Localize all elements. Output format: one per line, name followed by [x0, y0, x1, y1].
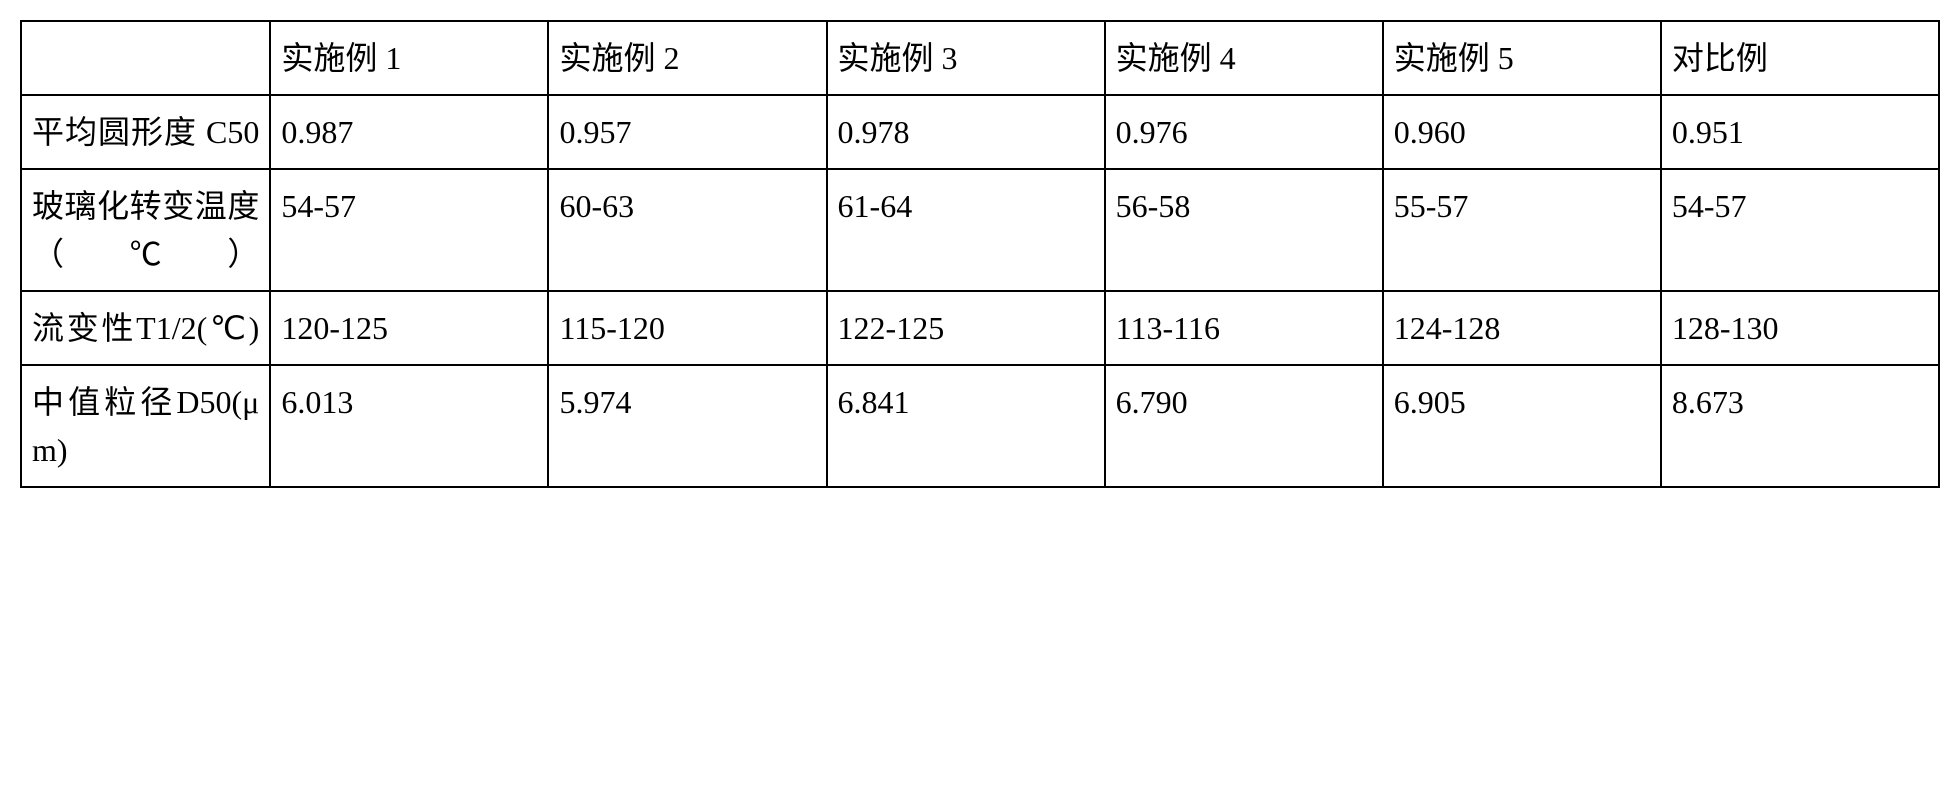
data-cell: 6.790	[1105, 365, 1383, 487]
data-cell: 113-116	[1105, 291, 1383, 365]
data-cell: 6.905	[1383, 365, 1661, 487]
data-cell: 0.957	[548, 95, 826, 169]
data-cell: 6.841	[827, 365, 1105, 487]
data-cell: 0.951	[1661, 95, 1939, 169]
table-row: 平均圆形度 C50 0.987 0.957 0.978 0.976 0.960 …	[21, 95, 1939, 169]
data-cell: 8.673	[1661, 365, 1939, 487]
header-cell-6: 对比例	[1661, 21, 1939, 95]
data-cell: 122-125	[827, 291, 1105, 365]
data-cell: 6.013	[270, 365, 548, 487]
data-cell: 0.960	[1383, 95, 1661, 169]
data-cell: 5.974	[548, 365, 826, 487]
data-cell: 61-64	[827, 169, 1105, 291]
data-cell: 0.978	[827, 95, 1105, 169]
data-cell: 55-57	[1383, 169, 1661, 291]
data-cell: 115-120	[548, 291, 826, 365]
table-row: 中值粒径D50(μm) 6.013 5.974 6.841 6.790 6.90…	[21, 365, 1939, 487]
data-cell: 60-63	[548, 169, 826, 291]
header-cell-4: 实施例 4	[1105, 21, 1383, 95]
header-cell-empty	[21, 21, 270, 95]
header-cell-1: 实施例 1	[270, 21, 548, 95]
data-cell: 124-128	[1383, 291, 1661, 365]
header-cell-5: 实施例 5	[1383, 21, 1661, 95]
row-header-2: 流变性T1/2(℃)	[21, 291, 270, 365]
data-cell: 54-57	[270, 169, 548, 291]
data-table: 实施例 1 实施例 2 实施例 3 实施例 4 实施例 5 对比例 平均圆形度 …	[20, 20, 1940, 488]
data-cell: 128-130	[1661, 291, 1939, 365]
table-row: 玻璃化转变温度（℃） 54-57 60-63 61-64 56-58 55-57…	[21, 169, 1939, 291]
data-cell: 56-58	[1105, 169, 1383, 291]
header-cell-2: 实施例 2	[548, 21, 826, 95]
header-cell-3: 实施例 3	[827, 21, 1105, 95]
data-cell: 54-57	[1661, 169, 1939, 291]
table-header-row: 实施例 1 实施例 2 实施例 3 实施例 4 实施例 5 对比例	[21, 21, 1939, 95]
row-header-3: 中值粒径D50(μm)	[21, 365, 270, 487]
table-row: 流变性T1/2(℃) 120-125 115-120 122-125 113-1…	[21, 291, 1939, 365]
row-header-1: 玻璃化转变温度（℃）	[21, 169, 270, 291]
row-header-0: 平均圆形度 C50	[21, 95, 270, 169]
data-cell: 120-125	[270, 291, 548, 365]
data-cell: 0.987	[270, 95, 548, 169]
data-cell: 0.976	[1105, 95, 1383, 169]
